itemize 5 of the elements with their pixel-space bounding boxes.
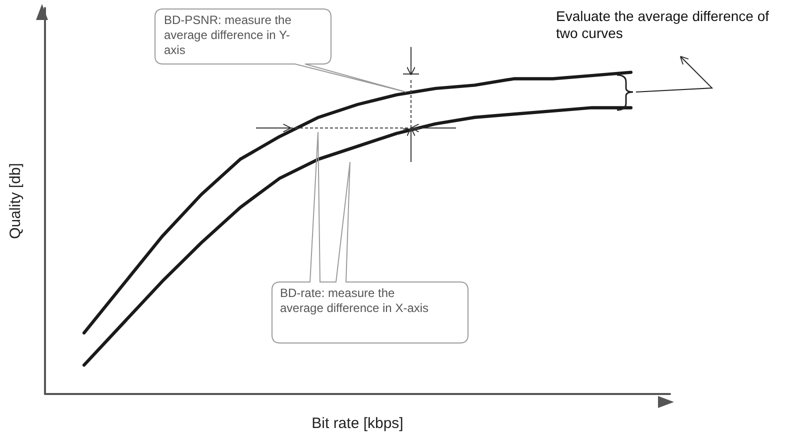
x-axis-title: Bit rate [kbps]	[312, 415, 404, 432]
text: BD-PSNR: measure the average difference in Y-axis	[163, 12, 292, 59]
y-axis-title: Quality [db]	[7, 163, 24, 239]
text: Evaluate the average difference of two curves	[556, 8, 770, 42]
annotation: BD-rate: measure the average difference in X-axis	[279, 285, 430, 317]
